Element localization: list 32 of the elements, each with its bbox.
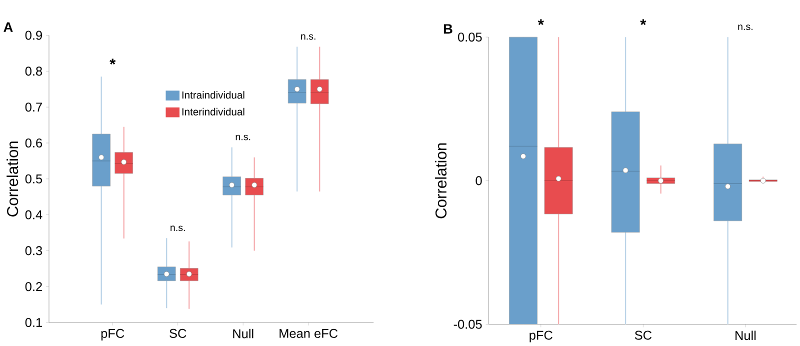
y-tick-label: 0.8 [25, 66, 42, 76]
y-tick-label: 0.5 [25, 174, 42, 184]
y-tick-label: 0.6 [25, 138, 42, 148]
chart-title: B [444, 24, 452, 34]
y-axis-title: Correlation [435, 144, 447, 218]
y-tick-label: 0.2 [25, 282, 42, 292]
x-tick-label: SC [634, 330, 652, 340]
y-tick-label: -0.05 [454, 320, 482, 330]
y-tick-label: 0 [476, 176, 482, 186]
y-axis-title: Correlation [6, 142, 18, 217]
y-tick-label: 0.3 [25, 246, 42, 256]
y-tick-label: 0.7 [25, 102, 42, 112]
y-tick-label: 0.1 [25, 318, 42, 328]
annotation: n.s. [301, 34, 316, 40]
text: n.s. [738, 24, 752, 30]
annotation: * [110, 58, 116, 65]
x-tick-label: SC [170, 329, 186, 338]
legend-label: Intraindividual [182, 91, 244, 99]
y-tick-label: 0.05 [458, 32, 482, 42]
y-tick-label: 0.4 [25, 210, 42, 220]
x-tick-label: Null [233, 329, 254, 339]
y-tick-label: 0.9 [25, 31, 42, 40]
annotation: n.s. [170, 226, 185, 232]
annotation: n.s. [236, 135, 250, 140]
text: * [538, 19, 544, 26]
x-tick-label: Null [736, 330, 756, 340]
x-tick-label: pFC [101, 329, 124, 341]
legend-label: Interindividual [182, 108, 244, 116]
x-tick-label: Mean eFC [280, 329, 338, 338]
x-tick-label: pFC [530, 330, 552, 342]
chart-title: A [4, 22, 13, 32]
text: * [640, 19, 646, 26]
